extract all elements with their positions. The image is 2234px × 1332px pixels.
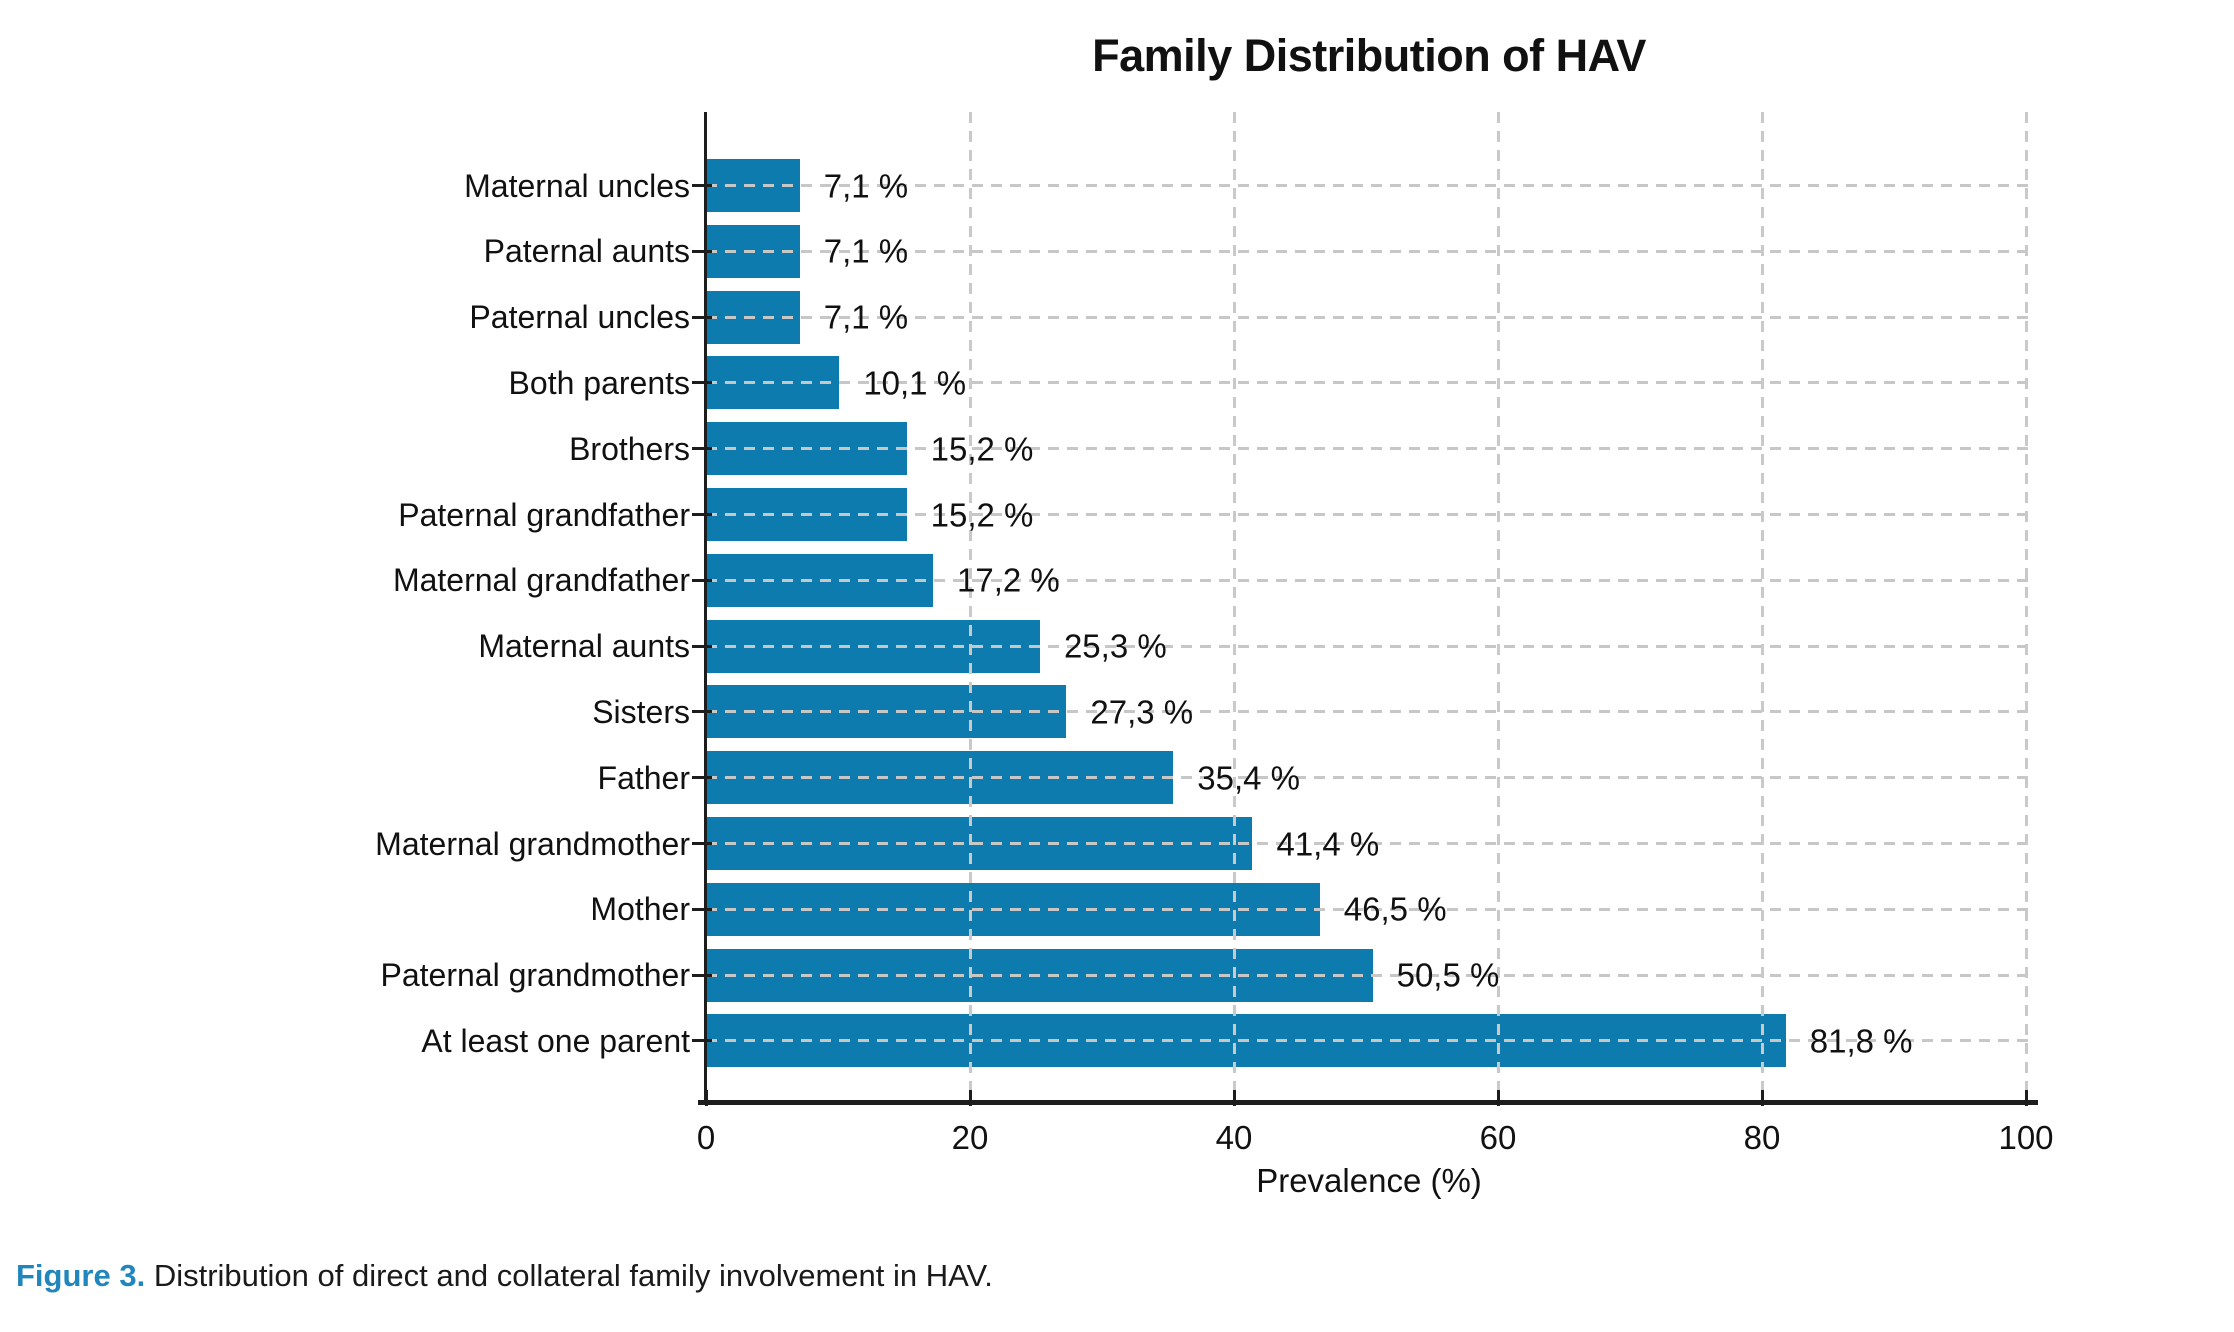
bar-value-label: 15,2 % bbox=[930, 430, 1034, 468]
h-gridline bbox=[706, 315, 2032, 319]
x-axis-label: Prevalence (%) bbox=[1256, 1162, 1482, 1199]
bar-value-label: 50,5 % bbox=[1396, 956, 1500, 994]
category-label: Maternal uncles bbox=[464, 167, 690, 204]
y-tick bbox=[692, 842, 712, 845]
category-label: Maternal grandfather bbox=[392, 562, 690, 599]
y-tick bbox=[692, 381, 712, 385]
bar-value-label: 27,3 % bbox=[1090, 693, 1194, 731]
chart-title: Family Distribution of HAV bbox=[1092, 30, 1646, 81]
v-gridline bbox=[968, 112, 972, 1100]
category-label: At least one parent bbox=[421, 1022, 690, 1059]
x-tick bbox=[968, 1090, 972, 1106]
x-tick-label: 20 bbox=[951, 1119, 989, 1156]
h-gridline bbox=[706, 973, 2032, 977]
bar-value-label: 10,1 % bbox=[863, 364, 967, 402]
x-tick-label: 80 bbox=[1743, 1119, 1781, 1156]
bar-value-label: 46,5 % bbox=[1343, 890, 1447, 928]
category-label: Father bbox=[597, 759, 690, 796]
y-tick bbox=[692, 644, 712, 648]
category-label: Mother bbox=[590, 891, 690, 928]
h-gridline bbox=[706, 907, 2032, 911]
x-tick bbox=[2024, 1090, 2028, 1106]
category-label: Maternal grandmother bbox=[375, 825, 690, 862]
h-gridline bbox=[706, 447, 2032, 451]
y-tick bbox=[692, 710, 712, 714]
figure-caption: Figure 3. Distribution of direct and col… bbox=[16, 1258, 2116, 1294]
x-tick bbox=[1760, 1090, 1764, 1106]
y-tick bbox=[692, 513, 712, 516]
y-tick bbox=[692, 776, 712, 780]
figure-caption-text: Distribution of direct and collateral fa… bbox=[145, 1258, 993, 1293]
y-tick bbox=[692, 184, 712, 187]
h-gridline bbox=[706, 513, 2032, 516]
y-tick bbox=[692, 315, 712, 319]
bar-value-label: 81,8 % bbox=[1809, 1022, 1913, 1060]
bar-value-label: 7,1 % bbox=[823, 298, 909, 336]
bar-value-label: 15,2 % bbox=[930, 496, 1034, 533]
h-gridline bbox=[706, 1039, 2032, 1043]
category-label: Paternal aunts bbox=[483, 233, 690, 270]
y-tick bbox=[692, 578, 712, 582]
category-label: Maternal aunts bbox=[478, 628, 690, 665]
x-tick-label: 40 bbox=[1215, 1119, 1253, 1156]
x-tick bbox=[1496, 1090, 1500, 1106]
h-gridline bbox=[706, 776, 2032, 780]
bar-value-label: 41,4 % bbox=[1276, 825, 1380, 862]
y-tick bbox=[692, 249, 712, 253]
x-axis-spine bbox=[698, 1100, 2038, 1105]
h-gridline bbox=[706, 644, 2032, 648]
y-tick bbox=[692, 447, 712, 451]
category-label: Paternal grandfather bbox=[398, 496, 690, 533]
v-gridline bbox=[2024, 112, 2028, 1100]
h-gridline bbox=[706, 578, 2032, 582]
x-tick-label: 0 bbox=[696, 1119, 716, 1156]
h-gridline bbox=[706, 710, 2032, 714]
figure-caption-label: Figure 3. bbox=[16, 1258, 146, 1293]
category-label: Both parents bbox=[508, 364, 690, 401]
y-axis-spine bbox=[704, 112, 707, 1103]
x-tick bbox=[704, 1090, 708, 1106]
category-label: Sisters bbox=[592, 693, 690, 730]
bar-value-label: 7,1 % bbox=[823, 232, 909, 270]
v-gridline bbox=[1232, 112, 1236, 1100]
y-tick bbox=[692, 1039, 712, 1043]
bar-value-label: 35,4 % bbox=[1197, 759, 1301, 797]
h-gridline bbox=[706, 381, 2032, 385]
bar-value-label: 17,2 % bbox=[957, 561, 1060, 599]
category-label: Brothers bbox=[569, 430, 690, 467]
v-gridline bbox=[1496, 112, 1500, 1100]
category-label: Paternal uncles bbox=[469, 299, 690, 336]
x-tick bbox=[1232, 1090, 1236, 1106]
bar-value-label: 7,1 % bbox=[823, 167, 909, 204]
h-gridline bbox=[706, 249, 2032, 253]
y-tick bbox=[692, 907, 712, 911]
x-tick-label: 60 bbox=[1479, 1119, 1517, 1156]
v-gridline bbox=[1760, 112, 1764, 1100]
h-gridline bbox=[706, 842, 2032, 845]
bar-value-label: 25,3 % bbox=[1063, 627, 1167, 665]
x-tick-label: 100 bbox=[1998, 1119, 2054, 1156]
category-label: Paternal grandmother bbox=[380, 957, 690, 994]
y-tick bbox=[692, 973, 712, 977]
h-gridline bbox=[706, 184, 2032, 187]
